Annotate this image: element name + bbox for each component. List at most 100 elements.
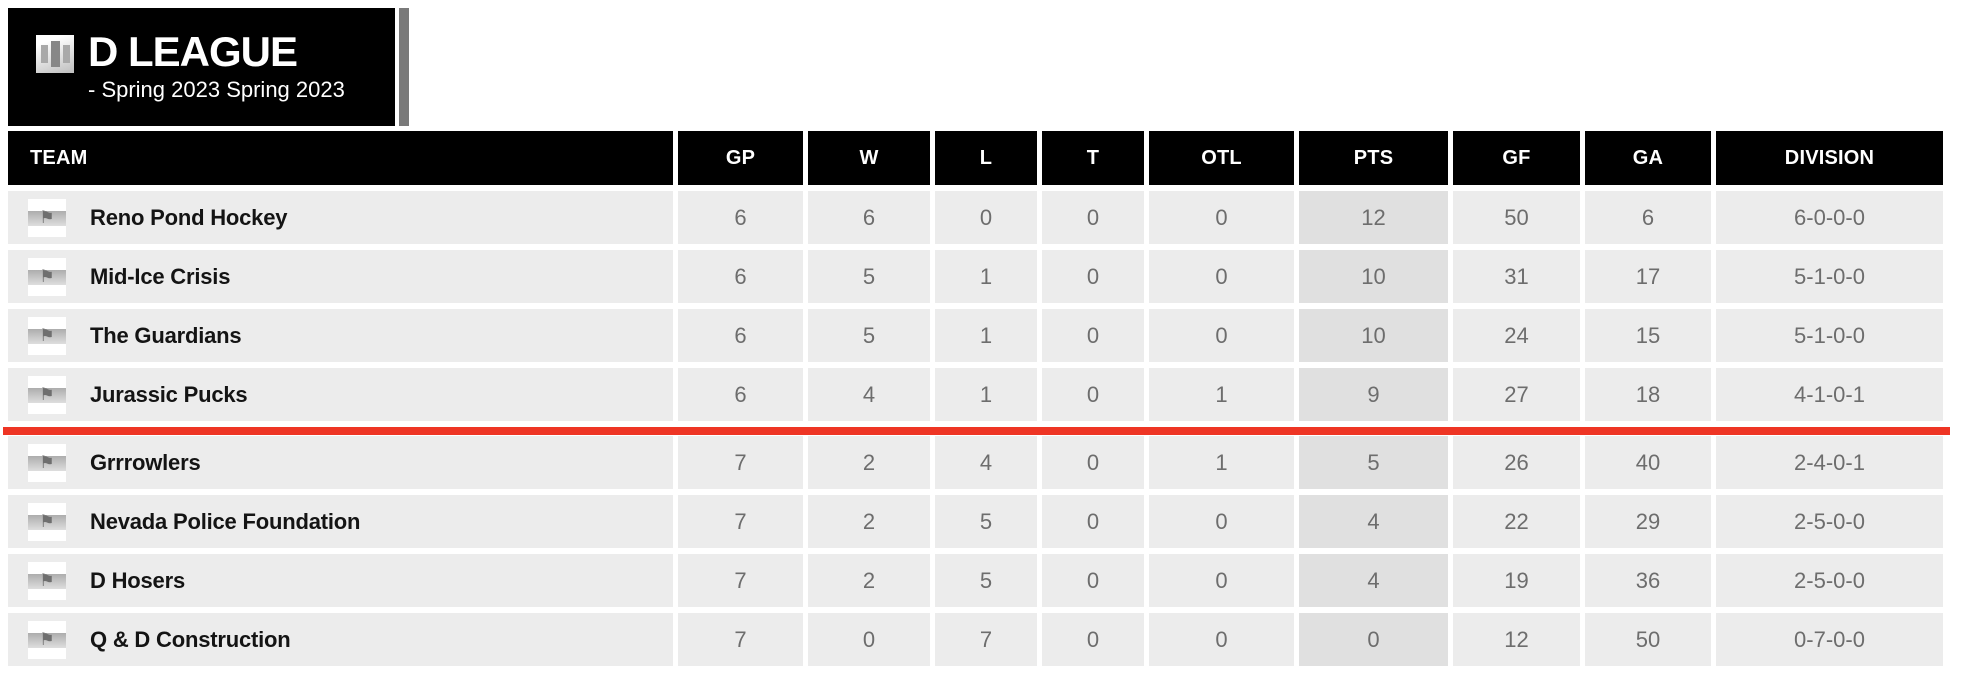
table-row[interactable]: ⚑ Q & D Construction 7 0 7 0 0 0 12 50 0-7-0-0	[8, 613, 1943, 666]
header-accent-bar	[399, 8, 409, 126]
team-name[interactable]: The Guardians	[90, 322, 242, 348]
l-value: 5	[935, 554, 1037, 607]
table-row[interactable]: ⚑ Nevada Police Foundation 7 2 5 0 0 4 22 29 2-5-0…	[8, 495, 1943, 548]
gp-value: 6	[678, 191, 803, 244]
l-value: 7	[935, 613, 1037, 666]
team-flag-logo: ⚑	[28, 375, 66, 414]
division-value: 2-5-0-0	[1716, 495, 1943, 548]
flag-icon: ⚑	[39, 385, 55, 404]
column-header-team: TEAM	[8, 131, 673, 185]
table-body: ⚑ Reno Pond Hockey 6 6 0 0 0 12 50 6 6-0-0-0 ⚑ Mid-I…	[3, 191, 1950, 666]
otl-value: 0	[1149, 191, 1294, 244]
bar-right	[62, 45, 70, 63]
w-value: 2	[808, 495, 930, 548]
table-row[interactable]: ⚑ The Guardians 6 5 1 0 0 10 24 15 5-1-0-0	[8, 309, 1943, 362]
t-value: 0	[1042, 309, 1144, 362]
division-value: 5-1-0-0	[1716, 250, 1943, 303]
team-name[interactable]: Q & D Construction	[90, 626, 291, 652]
standings-table: TEAM GP W L T OTL PTS GF GA DIVISION ⚑ Reno Pond H…	[3, 131, 1950, 666]
l-value: 1	[935, 309, 1037, 362]
gp-value: 6	[678, 250, 803, 303]
pts-value: 4	[1299, 495, 1448, 548]
column-header-gf: GF	[1453, 131, 1580, 185]
team-flag-logo: ⚑	[28, 198, 66, 237]
otl-value: 1	[1149, 368, 1294, 421]
t-value: 0	[1042, 495, 1144, 548]
otl-value: 0	[1149, 309, 1294, 362]
w-value: 0	[808, 613, 930, 666]
table-row[interactable]: ⚑ Grrrowlers 7 2 4 0 1 5 26 40 2-4-0-1	[8, 436, 1943, 489]
table-header-row: TEAM GP W L T OTL PTS GF GA DIVISION	[8, 131, 1943, 185]
w-value: 5	[808, 309, 930, 362]
gf-value: 50	[1453, 191, 1580, 244]
pts-value: 10	[1299, 250, 1448, 303]
team-name[interactable]: Reno Pond Hockey	[90, 204, 288, 230]
l-value: 4	[935, 436, 1037, 489]
flag-icon: ⚑	[39, 630, 55, 649]
t-value: 0	[1042, 368, 1144, 421]
ga-value: 17	[1585, 250, 1711, 303]
pts-value: 5	[1299, 436, 1448, 489]
otl-value: 0	[1149, 250, 1294, 303]
column-header-pts: PTS	[1299, 131, 1448, 185]
column-header-gp: GP	[678, 131, 803, 185]
gp-value: 6	[678, 309, 803, 362]
team-cell[interactable]: ⚑ Grrrowlers	[8, 436, 673, 489]
gp-value: 7	[678, 554, 803, 607]
team-name[interactable]: D Hosers	[90, 567, 185, 593]
bar-middle	[50, 41, 60, 67]
gp-value: 7	[678, 495, 803, 548]
team-cell[interactable]: ⚑ Jurassic Pucks	[8, 368, 673, 421]
table-row[interactable]: ⚑ D Hosers 7 2 5 0 0 4 19 36 2-5-0-0	[8, 554, 1943, 607]
t-value: 0	[1042, 613, 1144, 666]
division-value: 0-7-0-0	[1716, 613, 1943, 666]
team-name[interactable]: Mid-Ice Crisis	[90, 263, 231, 289]
flag-icon: ⚑	[39, 571, 55, 590]
gp-value: 6	[678, 368, 803, 421]
gf-value: 12	[1453, 613, 1580, 666]
league-title: D LEAGUE	[88, 27, 298, 75]
otl-value: 0	[1149, 554, 1294, 607]
flag-icon: ⚑	[39, 267, 55, 286]
flag-icon: ⚑	[39, 512, 55, 531]
pts-value: 10	[1299, 309, 1448, 362]
ga-value: 29	[1585, 495, 1711, 548]
flag-icon: ⚑	[39, 208, 55, 227]
pts-value: 9	[1299, 368, 1448, 421]
team-cell[interactable]: ⚑ Reno Pond Hockey	[8, 191, 673, 244]
gp-value: 7	[678, 436, 803, 489]
gf-value: 22	[1453, 495, 1580, 548]
team-cell[interactable]: ⚑ The Guardians	[8, 309, 673, 362]
ga-value: 15	[1585, 309, 1711, 362]
column-header-otl: OTL	[1149, 131, 1294, 185]
team-flag-logo: ⚑	[28, 316, 66, 355]
team-cell[interactable]: ⚑ Q & D Construction	[8, 613, 673, 666]
pts-value: 4	[1299, 554, 1448, 607]
l-value: 1	[935, 250, 1037, 303]
team-flag-logo: ⚑	[28, 561, 66, 600]
otl-value: 0	[1149, 613, 1294, 666]
division-value: 5-1-0-0	[1716, 309, 1943, 362]
table-row[interactable]: ⚑ Jurassic Pucks 6 4 1 0 1 9 27 18 4-1-0-1	[8, 368, 1943, 421]
team-name[interactable]: Jurassic Pucks	[90, 381, 248, 407]
table-row[interactable]: ⚑ Reno Pond Hockey 6 6 0 0 0 12 50 6 6-0-0-0	[8, 191, 1943, 244]
gp-value: 7	[678, 613, 803, 666]
column-header-l: L	[935, 131, 1037, 185]
team-cell[interactable]: ⚑ D Hosers	[8, 554, 673, 607]
otl-value: 0	[1149, 495, 1294, 548]
pts-value: 12	[1299, 191, 1448, 244]
flag-icon: ⚑	[39, 453, 55, 472]
otl-value: 1	[1149, 436, 1294, 489]
gf-value: 24	[1453, 309, 1580, 362]
division-value: 4-1-0-1	[1716, 368, 1943, 421]
ga-value: 50	[1585, 613, 1711, 666]
team-name[interactable]: Grrrowlers	[90, 449, 201, 475]
ga-value: 40	[1585, 436, 1711, 489]
l-value: 5	[935, 495, 1037, 548]
table-row[interactable]: ⚑ Mid-Ice Crisis 6 5 1 0 0 10 31 17 5-1-0-0	[8, 250, 1943, 303]
team-cell[interactable]: ⚑ Nevada Police Foundation	[8, 495, 673, 548]
team-name[interactable]: Nevada Police Foundation	[90, 508, 361, 534]
team-cell[interactable]: ⚑ Mid-Ice Crisis	[8, 250, 673, 303]
division-value: 2-5-0-0	[1716, 554, 1943, 607]
team-flag-logo: ⚑	[28, 502, 66, 541]
